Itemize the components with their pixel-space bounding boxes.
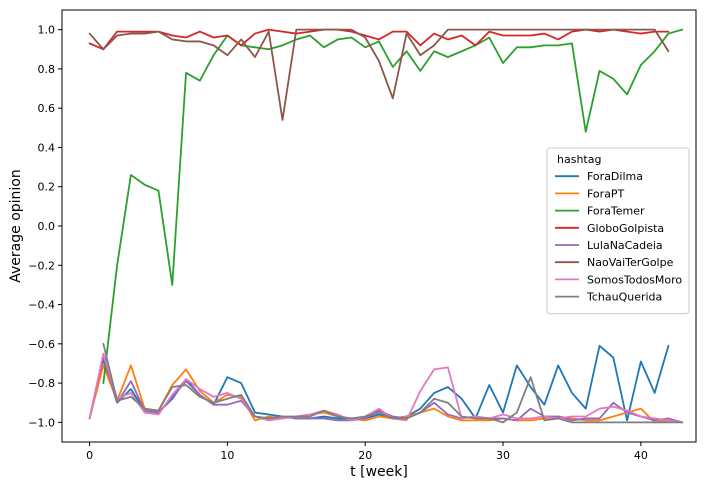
legend-entry: ForaTemer [587,205,645,218]
x-axis: 0 10 20 30 40 [86,442,648,462]
y-tick-label: −0.8 [28,377,55,390]
y-tick-label: 0.0 [38,220,56,233]
y-axis: −1.0 −0.8 −0.6 −0.4 −0.2 0.0 0.2 0.4 0.6 0.8 1.0 [28,24,62,429]
legend-entry: ForaPT [587,187,625,200]
legend-box [546,147,690,315]
y-tick-label: −0.6 [28,338,55,351]
legend-title: hashtag [557,153,601,166]
series-line-naovaitergolpe [88,28,670,121]
x-tick-label: 10 [220,449,234,462]
x-tick-label: 40 [634,449,648,462]
x-tick-label: 30 [496,449,510,462]
legend-entry: SomosTodosMoro [587,273,682,286]
legend-entry: NaoVaiTerGolpe [587,256,674,269]
y-tick-label: 0.8 [38,63,56,76]
legend: hashtag ForaDilma ForaPT ForaTemer GloboGol… [546,147,690,315]
x-axis-label: t [week] [350,464,408,480]
y-tick-label: 0.6 [38,102,56,115]
y-tick-label: −1.0 [28,416,55,429]
legend-entry: LulaNaCadeia [587,239,663,252]
series-line-tchauquerida [102,342,684,424]
y-axis-label: Average opinion [8,169,24,282]
legend-entry: TchauQuerida [586,291,662,304]
series-line-foratemer [102,28,684,384]
legend-entry: GloboGolpista [587,222,664,235]
y-tick-label: 1.0 [38,24,56,37]
y-tick-label: 0.4 [38,141,56,154]
y-tick-label: −0.2 [28,259,55,272]
series-line-forapt [88,364,684,424]
y-tick-label: −0.4 [28,299,55,312]
series-line-globogolpista [88,28,670,51]
legend-entry: ForaDilma [587,170,643,183]
legend-items: ForaDilma ForaPT ForaTemer GloboGolpista Lul… [555,170,682,304]
plot-lines [88,28,684,424]
y-tick-label: 0.2 [38,181,56,194]
series-line-somostodosmoro [88,352,684,424]
x-tick-label: 20 [358,449,372,462]
x-tick-label: 0 [86,449,93,462]
